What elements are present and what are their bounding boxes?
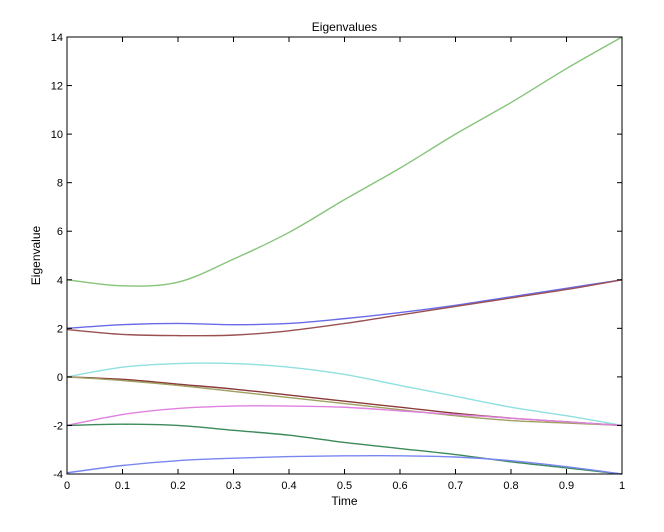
y-tick-label: 12 [51,81,63,93]
series-line-2 [66,279,623,330]
x-tick-label: 0 [64,480,70,492]
x-tick-label: 0.7 [448,480,463,492]
y-axis-ticks: -4 -2 0 2 4 6 8 10 12 14 [51,32,622,481]
series-line-9 [66,454,623,475]
series-line-3 [66,279,623,337]
series-line-7 [66,405,623,427]
y-tick-label: 2 [57,323,63,335]
y-tick-label: 6 [57,226,63,238]
x-tick-label: 0.5 [337,480,352,492]
series-layer [66,36,623,475]
series-line-4 [66,362,623,427]
x-axis-label: Time [331,494,358,508]
y-tick-label: 4 [57,275,63,287]
y-tick-label: -4 [53,469,63,481]
x-tick-label: 0.6 [392,480,407,492]
y-tick-label: 10 [51,129,63,141]
series-line-8 [66,423,623,475]
chart-title: Eigenvalues [312,20,377,34]
x-axis-ticks: 0 0.1 0.2 0.3 0.4 0.5 0.6 0.7 0.8 0.9 1 [64,37,625,492]
x-tick-label: 0.2 [170,480,185,492]
y-tick-label: -2 [53,420,63,432]
series-line-1 [66,36,623,287]
plot-background [67,37,622,474]
y-tick-label: 8 [57,178,63,190]
x-tick-label: 0.4 [281,480,296,492]
y-axis-label: Eigenvalue [29,225,43,285]
x-tick-label: 0.1 [115,480,130,492]
y-tick-label: 14 [51,32,63,44]
y-tick-label: 0 [57,372,63,384]
x-tick-label: 0.3 [226,480,241,492]
x-tick-label: 0.9 [559,480,574,492]
x-tick-label: 1 [619,480,625,492]
series-line-6 [66,376,623,427]
x-tick-label: 0.8 [503,480,518,492]
